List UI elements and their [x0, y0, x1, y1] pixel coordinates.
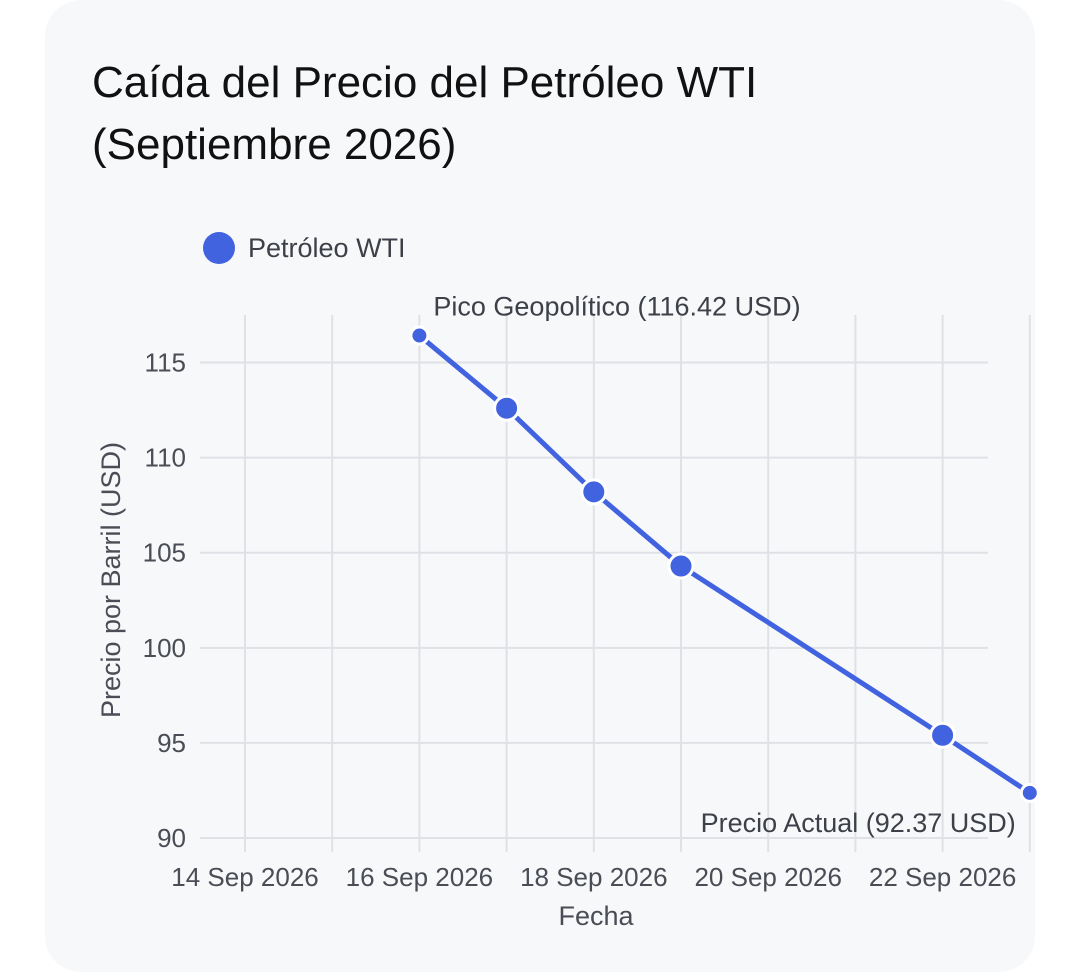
labels: 90 95 100 105 110 115 14 Sep 2026 16 Sep 2026 18…	[96, 292, 1016, 931]
data-point	[493, 394, 521, 422]
data-point	[580, 478, 608, 506]
series-layer	[409, 325, 1040, 803]
chart-title: Caída del Precio del Petróleo WTI (Septi…	[92, 52, 992, 176]
annotation-label: Pico Geopolítico (116.42 USD)	[433, 292, 800, 322]
y-tick-label: 115	[145, 348, 186, 378]
legend-marker	[203, 232, 235, 264]
legend-label: Petróleo WTI	[248, 233, 406, 263]
x-tick-label: 20 Sep 2026	[694, 862, 841, 892]
x-tick-label: 16 Sep 2026	[346, 862, 493, 892]
y-tick-label: 105	[143, 538, 186, 568]
chart-title-line-1: Caída del Precio del Petróleo WTI	[92, 58, 758, 107]
grid	[200, 315, 1031, 852]
x-tick-label: 18 Sep 2026	[520, 862, 667, 892]
chart-card	[45, 0, 1035, 972]
legend: Petróleo WTI	[203, 232, 406, 264]
x-tick-label: 14 Sep 2026	[171, 862, 318, 892]
data-point	[667, 552, 695, 580]
data-point	[929, 721, 957, 749]
y-tick-label: 90	[157, 823, 186, 853]
y-tick-label: 110	[145, 443, 186, 473]
data-point	[409, 325, 430, 346]
y-axis-title: Precio por Barril (USD)	[96, 442, 126, 718]
x-tick-label: 22 Sep 2026	[869, 862, 1016, 892]
y-tick-label: 100	[143, 633, 186, 663]
series-line	[416, 333, 1033, 796]
annotation-label: Precio Actual (92.37 USD)	[701, 808, 1016, 838]
y-tick-label: 95	[157, 728, 186, 758]
chart-title-line-2: (Septiembre 2026)	[92, 120, 457, 169]
x-axis-title: Fecha	[558, 901, 634, 931]
data-point	[1019, 782, 1040, 803]
